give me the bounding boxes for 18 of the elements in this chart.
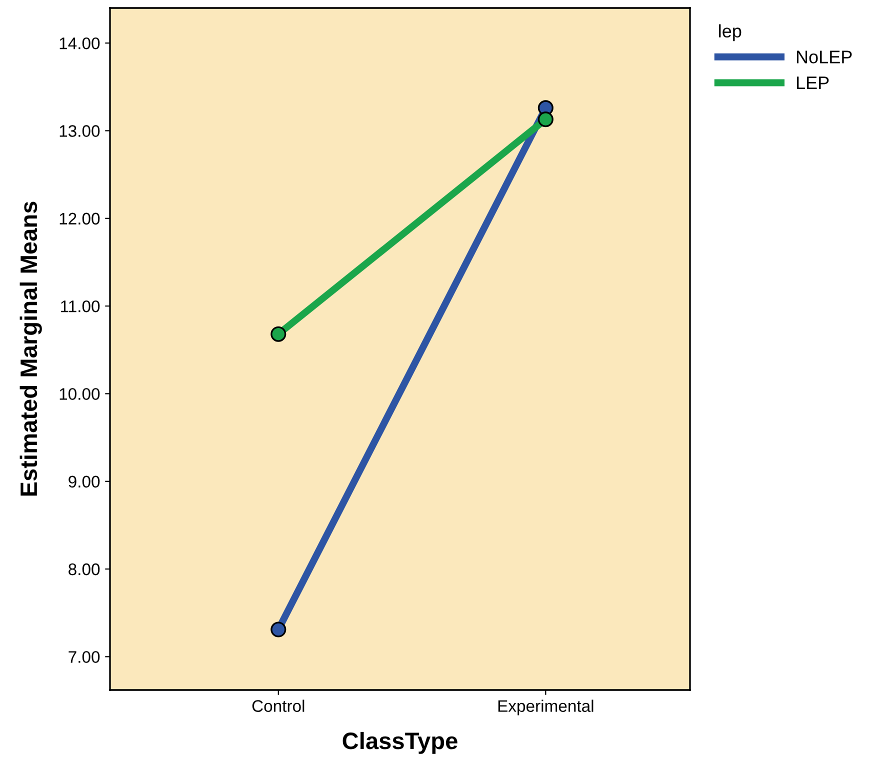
y-tick-label: 7.00 (68, 651, 100, 663)
x-axis-title: ClassType (342, 732, 458, 754)
point (538, 112, 554, 128)
y-tick-label: 13.00 (60, 125, 100, 137)
y-axis-title: Estimated Marginal Means (20, 202, 42, 496)
y-tick-label: 10.00 (60, 388, 100, 400)
y-tick-label: 9.00 (68, 476, 100, 488)
y-tick-label: 8.00 (68, 563, 100, 576)
x-tick-label: Experimental (498, 700, 594, 716)
x-tick-label: Control (252, 700, 304, 712)
y-tick-label: 14.00 (60, 37, 100, 50)
legend-title: lep (719, 24, 742, 42)
point (270, 326, 286, 342)
legend-label: NoLEP (796, 50, 852, 64)
point (270, 622, 286, 638)
y-tick-label: 11.00 (61, 300, 100, 312)
legend-label: LEP (796, 76, 829, 90)
y-tick-label: 12.00 (60, 212, 100, 225)
